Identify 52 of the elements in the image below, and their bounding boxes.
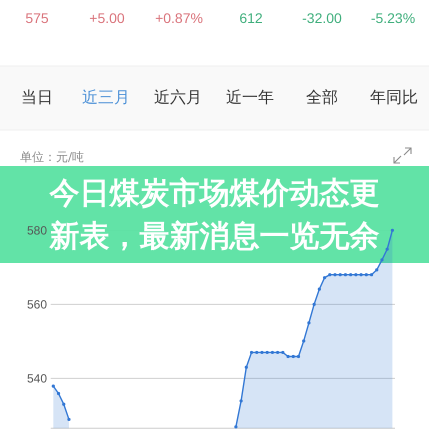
point — [266, 350, 269, 354]
point — [244, 366, 248, 369]
text: 612 — [239, 10, 263, 26]
point — [292, 354, 295, 358]
text: 近三月 — [82, 88, 130, 106]
point — [250, 350, 254, 354]
point — [375, 268, 378, 272]
point — [312, 302, 316, 306]
point — [386, 248, 389, 251]
point — [260, 350, 264, 354]
point — [270, 350, 274, 354]
text: -5.23% — [370, 10, 416, 26]
text: 全部 — [306, 88, 338, 106]
point — [333, 273, 337, 276]
point — [234, 425, 238, 428]
point — [344, 273, 348, 276]
point — [349, 273, 352, 276]
point — [286, 354, 290, 358]
point — [338, 273, 342, 276]
y-tick-label: 580 — [26, 223, 48, 238]
point — [276, 350, 280, 354]
text: -32.00 — [302, 10, 342, 26]
point — [322, 276, 326, 280]
text: +5.00 — [89, 10, 125, 26]
point — [255, 350, 258, 354]
point — [370, 273, 374, 276]
point — [302, 339, 306, 343]
point — [52, 384, 55, 388]
point — [390, 228, 394, 232]
chart-title: 今日煤炭市场煤价动态更新表，最新消息一览无余 — [48, 174, 380, 256]
point — [359, 273, 363, 276]
point — [56, 392, 60, 396]
text: 575 — [25, 10, 49, 26]
text: 当日 — [21, 88, 53, 106]
text: 近一年 — [226, 88, 274, 106]
text: +0.87% — [155, 10, 203, 26]
point — [380, 258, 384, 262]
point — [354, 273, 358, 276]
y-tick-label: 540 — [26, 371, 48, 386]
text: 年同比 — [370, 88, 418, 106]
point — [281, 350, 284, 354]
point — [318, 288, 321, 291]
point — [307, 321, 311, 324]
y-axis-title: 单位：元/吨 — [20, 150, 84, 164]
y-tick-label: 560 — [26, 297, 48, 312]
point — [62, 402, 66, 406]
point — [296, 354, 300, 358]
point — [240, 399, 243, 403]
point — [328, 273, 332, 276]
point — [364, 273, 368, 276]
text: 近六月 — [154, 88, 202, 106]
point — [67, 418, 71, 422]
